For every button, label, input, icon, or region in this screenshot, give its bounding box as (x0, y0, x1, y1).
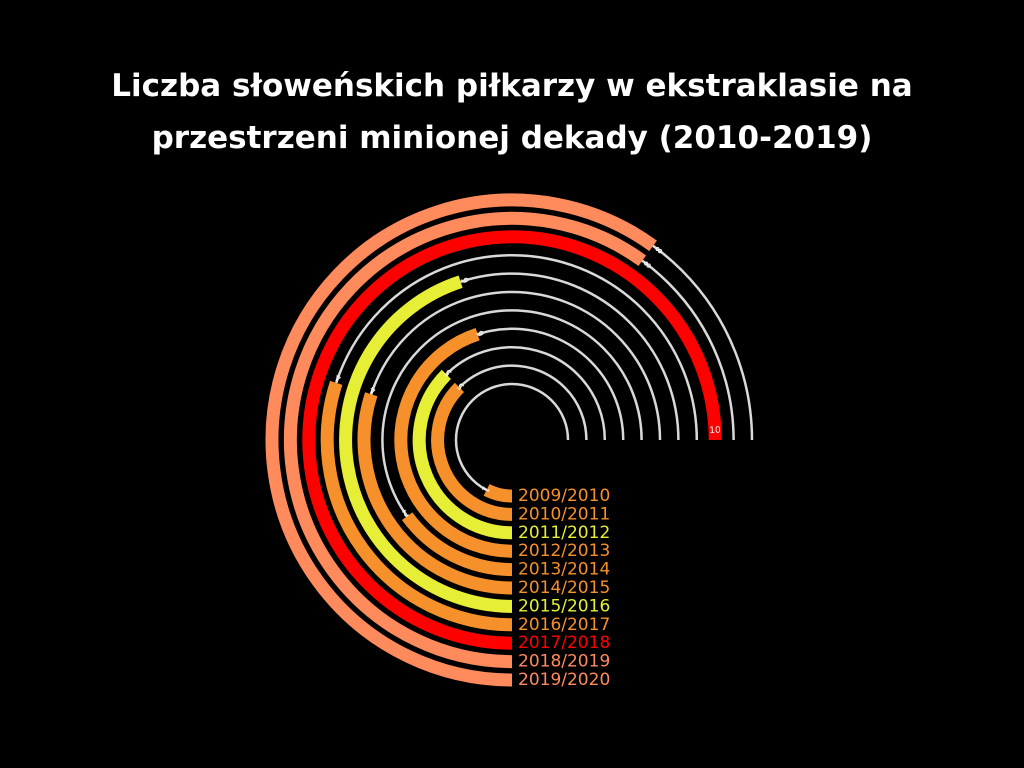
value-label-2016-2017: 4 (334, 371, 343, 382)
season-label-2017-2018: 2017/2018 (518, 633, 610, 653)
bar-2011-2012 (412, 369, 513, 540)
value-label-2017-2018: 10 (709, 426, 721, 437)
chart-title-line-1: Liczba słoweńskich piłkarzy w ekstraklas… (111, 68, 912, 104)
bar-2016-2017 (320, 380, 513, 632)
season-label-2011-2012: 2011/2012 (518, 523, 610, 543)
season-label-2015-2016: 2015/2016 (518, 596, 610, 616)
season-label-2014-2015: 2014/2015 (518, 578, 610, 598)
bar-2012-2013 (394, 328, 513, 558)
value-label-2012-2013: 6 (476, 329, 487, 338)
season-label-2010-2011: 2010/2011 (518, 504, 610, 524)
bar-2018-2019 (283, 211, 647, 669)
value-label-2013-2014: 2 (399, 507, 409, 518)
bar-2017-2018 (302, 230, 722, 650)
season-label-2019-2020: 2019/2020 (518, 670, 610, 690)
bar-2015-2016 (339, 275, 513, 613)
value-label-group: 1 55 6 2 4 6 4 10 8 8 (334, 245, 722, 518)
chart-title-line-2: przestrzeni minionej dekady (2010-2019) (152, 120, 873, 156)
bar-2009-2010 (483, 483, 513, 503)
bar-2019-2020 (265, 193, 657, 687)
bar-group (265, 193, 722, 687)
bar-2010-2011 (431, 382, 513, 521)
season-label-2012-2013: 2012/2013 (518, 541, 610, 561)
season-label-2013-2014: 2013/2014 (518, 560, 610, 580)
season-label-group: 2009/20102010/20112011/20122012/20132013… (518, 486, 610, 690)
value-label-2010-2011: 5 (456, 380, 467, 391)
value-label-2011-2012: 5 (443, 367, 454, 378)
season-label-2016-2017: 2016/2017 (518, 615, 610, 635)
bar-2013-2014 (401, 512, 513, 577)
value-label-2018-2019: 8 (643, 260, 655, 271)
bar-2014-2015 (357, 392, 513, 595)
value-label-2015-2016: 6 (460, 276, 471, 285)
season-label-2018-2019: 2018/2019 (518, 652, 610, 672)
season-label-2009-2010: 2009/2010 (518, 486, 610, 506)
value-label-2009-2010: 1 (479, 484, 491, 494)
value-label-2014-2015: 4 (368, 384, 377, 395)
track-2009-2010 (454, 382, 570, 498)
value-label-2019-2020: 8 (654, 245, 666, 256)
